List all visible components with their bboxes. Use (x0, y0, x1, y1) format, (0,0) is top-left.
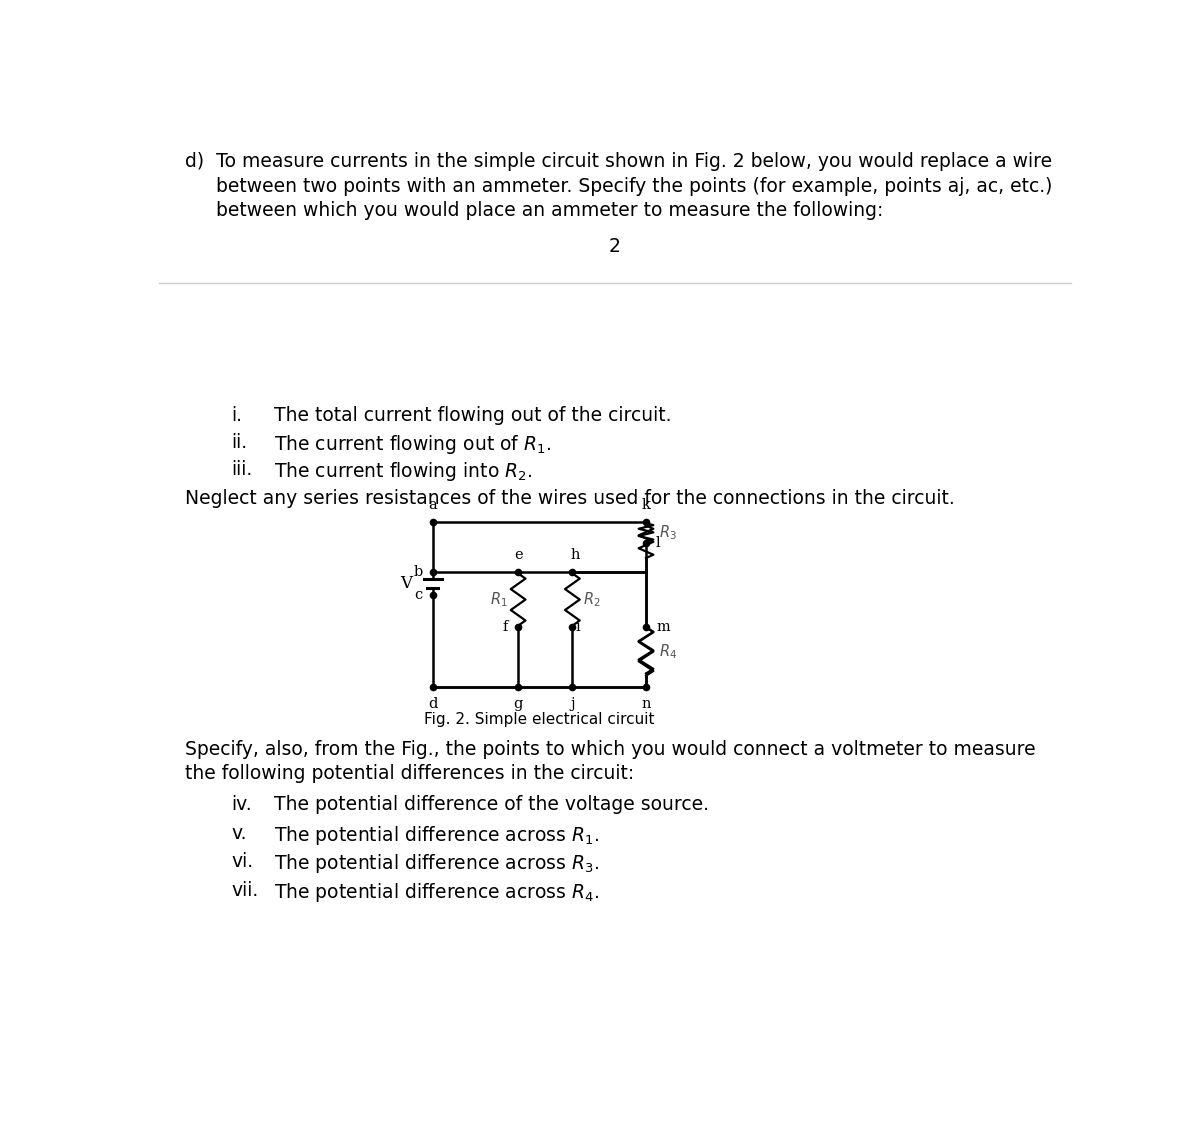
Text: f: f (503, 620, 508, 635)
Text: d)  To measure currents in the simple circuit shown in Fig. 2 below, you would r: d) To measure currents in the simple cir… (185, 152, 1052, 171)
Text: j: j (570, 698, 575, 711)
Text: m: m (656, 620, 670, 635)
Text: d: d (428, 698, 438, 711)
Text: $R_2$: $R_2$ (583, 591, 600, 609)
Text: vi.: vi. (232, 852, 253, 871)
Text: $R_1$: $R_1$ (490, 591, 508, 609)
Text: between two points with an ammeter. Specify the points (for example, points aj, : between two points with an ammeter. Spec… (216, 177, 1052, 196)
Text: i.: i. (232, 406, 242, 425)
Text: the following potential differences in the circuit:: the following potential differences in t… (185, 764, 634, 783)
Text: g: g (514, 698, 523, 711)
Text: iii.: iii. (232, 460, 253, 479)
Text: The potential difference across $R_1$.: The potential difference across $R_1$. (274, 824, 599, 846)
Text: The current flowing out of $R_1$.: The current flowing out of $R_1$. (274, 433, 551, 456)
Text: $R_4$: $R_4$ (659, 642, 677, 660)
Text: n: n (641, 698, 650, 711)
Text: i: i (576, 620, 581, 635)
Text: The potential difference across $R_3$.: The potential difference across $R_3$. (274, 852, 599, 875)
Text: Specify, also, from the Fig., the points to which you would connect a voltmeter : Specify, also, from the Fig., the points… (185, 739, 1036, 758)
Text: h: h (571, 548, 581, 562)
Text: Neglect any series resistances of the wires used for the connections in the circ: Neglect any series resistances of the wi… (185, 489, 955, 507)
Text: 2: 2 (610, 237, 620, 256)
Text: V: V (400, 575, 412, 592)
Text: l: l (656, 536, 661, 550)
Text: ii.: ii. (232, 433, 247, 452)
Text: a: a (428, 498, 437, 512)
Text: vii.: vii. (232, 880, 259, 899)
Text: The current flowing into $R_2$.: The current flowing into $R_2$. (274, 460, 533, 483)
Text: between which you would place an ammeter to measure the following:: between which you would place an ammeter… (216, 202, 883, 221)
Text: The potential difference across $R_4$.: The potential difference across $R_4$. (274, 880, 599, 904)
Text: The potential difference of the voltage source.: The potential difference of the voltage … (274, 796, 709, 814)
Text: Fig. 2. Simple electrical circuit: Fig. 2. Simple electrical circuit (424, 712, 655, 727)
Text: b: b (414, 565, 422, 579)
Text: k: k (642, 498, 650, 512)
Text: e: e (514, 548, 522, 562)
Text: v.: v. (232, 824, 247, 843)
Text: iv.: iv. (232, 796, 252, 814)
Text: c: c (414, 588, 422, 602)
Text: The total current flowing out of the circuit.: The total current flowing out of the cir… (274, 406, 672, 425)
Text: $R_3$: $R_3$ (659, 523, 677, 542)
